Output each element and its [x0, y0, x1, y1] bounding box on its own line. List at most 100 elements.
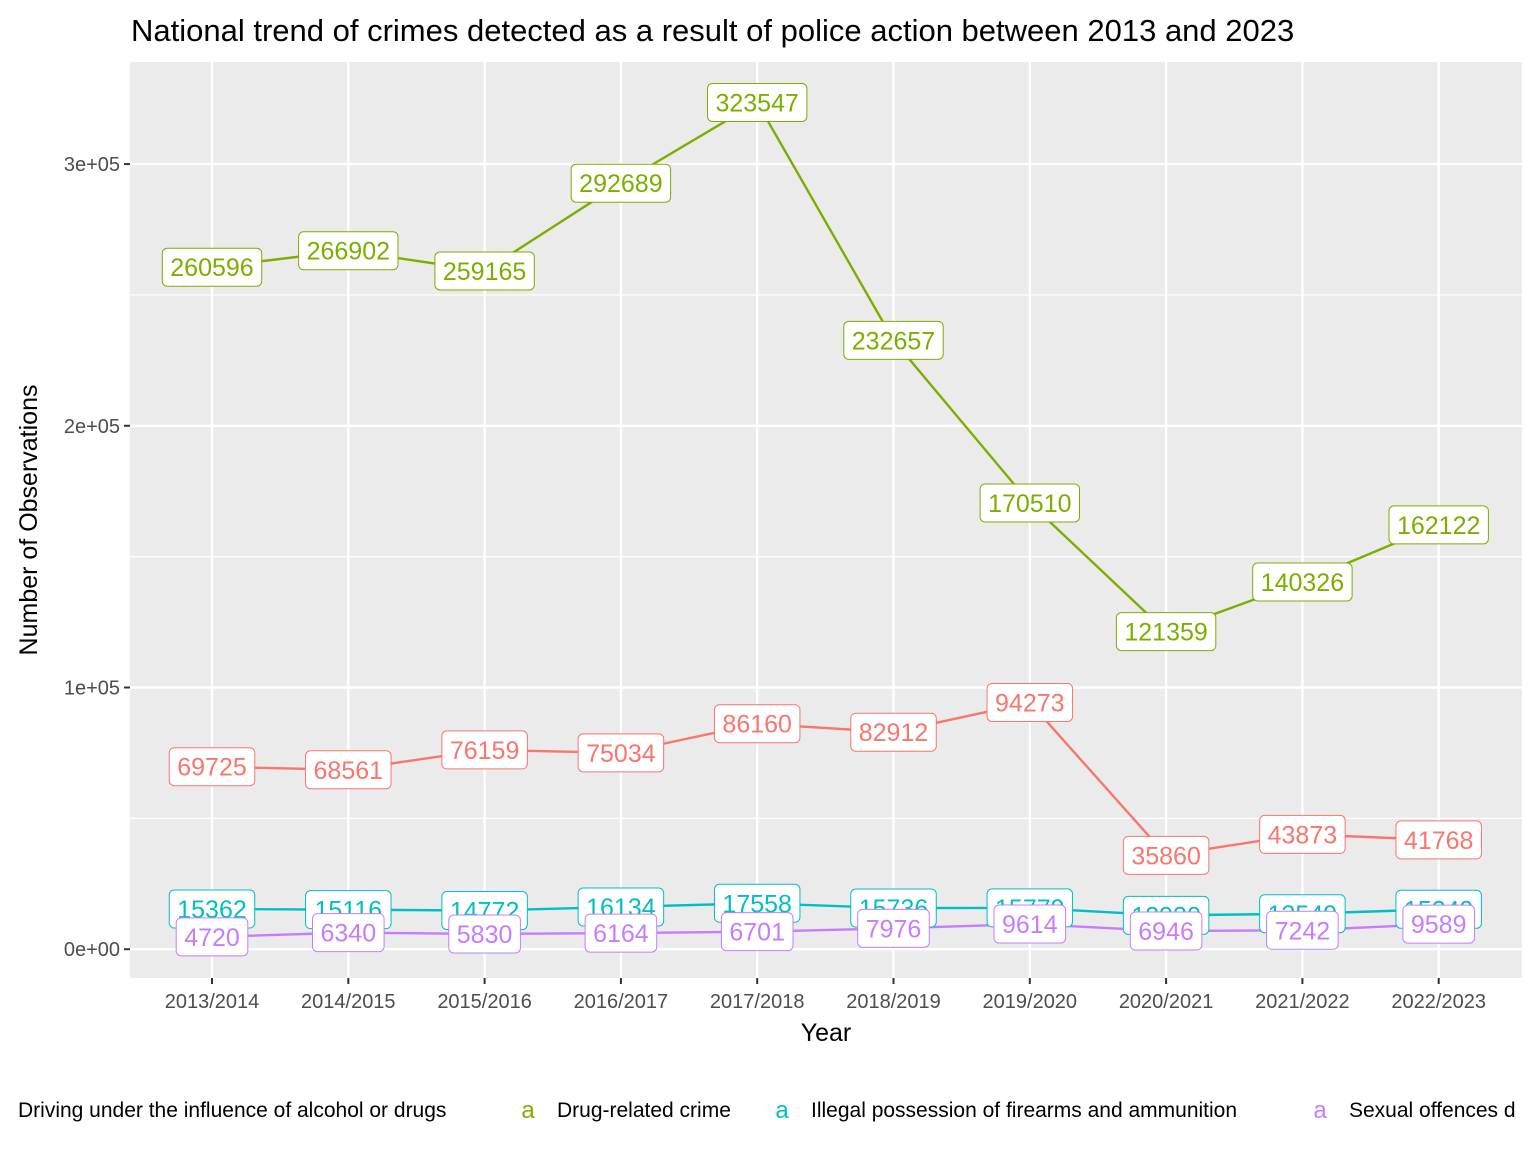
data-label-box: [305, 750, 392, 790]
data-label-box: [1252, 562, 1353, 602]
data-labels: 69725 68561 76159 75034 86160 82912 94273 35860…: [161, 82, 1489, 957]
legend-key: a: [1313, 1097, 1327, 1124]
data-label: 260596: [161, 247, 263, 287]
chart-title: National trend of crimes detected as a r…: [131, 13, 1294, 48]
data-label: 82912: [850, 712, 937, 752]
data-label-text: 86160: [722, 711, 792, 739]
data-label-box: [161, 247, 263, 287]
data-label-box: [1388, 505, 1489, 545]
data-label-text: 292689: [579, 170, 662, 198]
legend-label: Illegal possession of firearms and ammun…: [811, 1099, 1237, 1122]
x-axis: 2013/2014 2014/2015 2015/2016 2016/2017 2017…: [165, 978, 1486, 1013]
data-label-text: 94273: [995, 689, 1065, 717]
data-label-box: [1115, 612, 1217, 652]
legend-item: a Illegal possession of firearms and ammu…: [775, 1097, 1237, 1124]
data-label: 86160: [713, 704, 801, 744]
data-label-box: [448, 914, 521, 954]
data-label-text: 76159: [450, 737, 520, 765]
legend-item: a Sexual offences d: [1313, 1097, 1515, 1124]
data-label-box: [168, 747, 256, 787]
data-label-text: 232657: [852, 327, 935, 355]
data-label-text: 6946: [1138, 918, 1194, 946]
data-label: 6340: [312, 913, 385, 953]
data-label-text: 7242: [1275, 917, 1331, 945]
data-label-box: [986, 682, 1074, 722]
legend-label: Drug-related crime: [557, 1099, 731, 1122]
data-label: 162122: [1388, 505, 1489, 545]
legend-item: Driving under the influence of alcohol o…: [18, 1099, 446, 1122]
data-label-text: 140326: [1261, 569, 1344, 597]
data-label-text: 68561: [314, 757, 384, 785]
data-label: 121359: [1115, 612, 1217, 652]
data-label: 4720: [175, 917, 249, 957]
data-label: 6701: [720, 912, 794, 952]
data-label-box: [850, 712, 937, 752]
data-label: 9589: [1402, 904, 1476, 944]
data-label: 5830: [448, 914, 521, 954]
data-label: 41768: [1395, 820, 1482, 860]
series-lines: [211, 100, 1440, 939]
y-tick-label: 2e+05: [64, 416, 120, 438]
data-label: 323547: [707, 82, 808, 122]
data-label-box: [1395, 820, 1482, 860]
data-label-text: 82912: [859, 719, 929, 747]
data-label-box: [1259, 814, 1346, 854]
data-label-text: 9614: [1002, 911, 1058, 939]
x-tick-label: 2014/2015: [301, 991, 396, 1013]
x-axis-title: Year: [801, 1019, 852, 1047]
series-line: [211, 100, 1440, 633]
x-tick-label: 2015/2016: [437, 991, 532, 1013]
data-label-text: 6340: [320, 920, 376, 948]
data-label: 69725: [168, 747, 256, 787]
data-label-text: 4720: [184, 924, 240, 952]
data-label: 68561: [305, 750, 392, 790]
data-label: 76159: [441, 730, 528, 770]
data-label-box: [1122, 835, 1210, 875]
data-label-box: [1402, 904, 1476, 944]
series-line: [211, 701, 1439, 857]
data-label: 170510: [979, 483, 1080, 523]
legend-item: a Drug-related crime: [521, 1097, 731, 1124]
data-label-text: 121359: [1124, 619, 1207, 647]
data-label-box: [312, 913, 385, 953]
y-axis-title: Number of Observations: [15, 385, 43, 656]
x-tick-label: 2016/2017: [574, 991, 669, 1013]
data-label-box: [1266, 910, 1339, 950]
series-line: [211, 922, 1439, 939]
x-tick-label: 2018/2019: [846, 991, 941, 1013]
data-label-box: [843, 320, 944, 360]
data-label: 7976: [857, 908, 930, 948]
data-label-text: 170510: [988, 490, 1071, 518]
data-label-box: [584, 913, 658, 953]
data-label-text: 266902: [307, 238, 390, 266]
y-tick-label: 0e+00: [64, 939, 120, 961]
data-label-text: 9589: [1411, 911, 1467, 939]
data-label-box: [570, 163, 672, 203]
data-label-text: 162122: [1397, 512, 1480, 540]
data-label: 292689: [570, 163, 672, 203]
data-label-text: 7976: [866, 915, 922, 943]
y-tick-label: 3e+05: [64, 154, 120, 176]
data-label-box: [298, 231, 399, 271]
data-label-text: 75034: [586, 740, 656, 768]
data-label-box: [993, 904, 1067, 944]
data-label: 259165: [434, 251, 535, 291]
data-label: 94273: [986, 682, 1074, 722]
x-tick-label: 2017/2018: [710, 991, 805, 1013]
data-label-text: 259165: [443, 258, 526, 286]
legend-label: Sexual offences d: [1349, 1099, 1516, 1122]
legend: Driving under the influence of alcohol o…: [18, 1097, 1516, 1124]
data-label-box: [577, 733, 665, 773]
x-tick-label: 2013/2014: [165, 991, 260, 1013]
data-label-box: [720, 912, 794, 952]
y-axis: 0e+00 1e+05 2e+05 3e+05: [64, 154, 130, 961]
data-label: 7242: [1266, 910, 1339, 950]
data-label: 140326: [1252, 562, 1353, 602]
data-label-text: 43873: [1268, 821, 1338, 849]
y-tick-label: 1e+05: [64, 677, 120, 699]
x-tick-label: 2020/2021: [1119, 991, 1214, 1013]
data-label: 9614: [993, 904, 1067, 944]
data-label-text: 323547: [715, 89, 798, 117]
data-label-box: [707, 82, 808, 122]
